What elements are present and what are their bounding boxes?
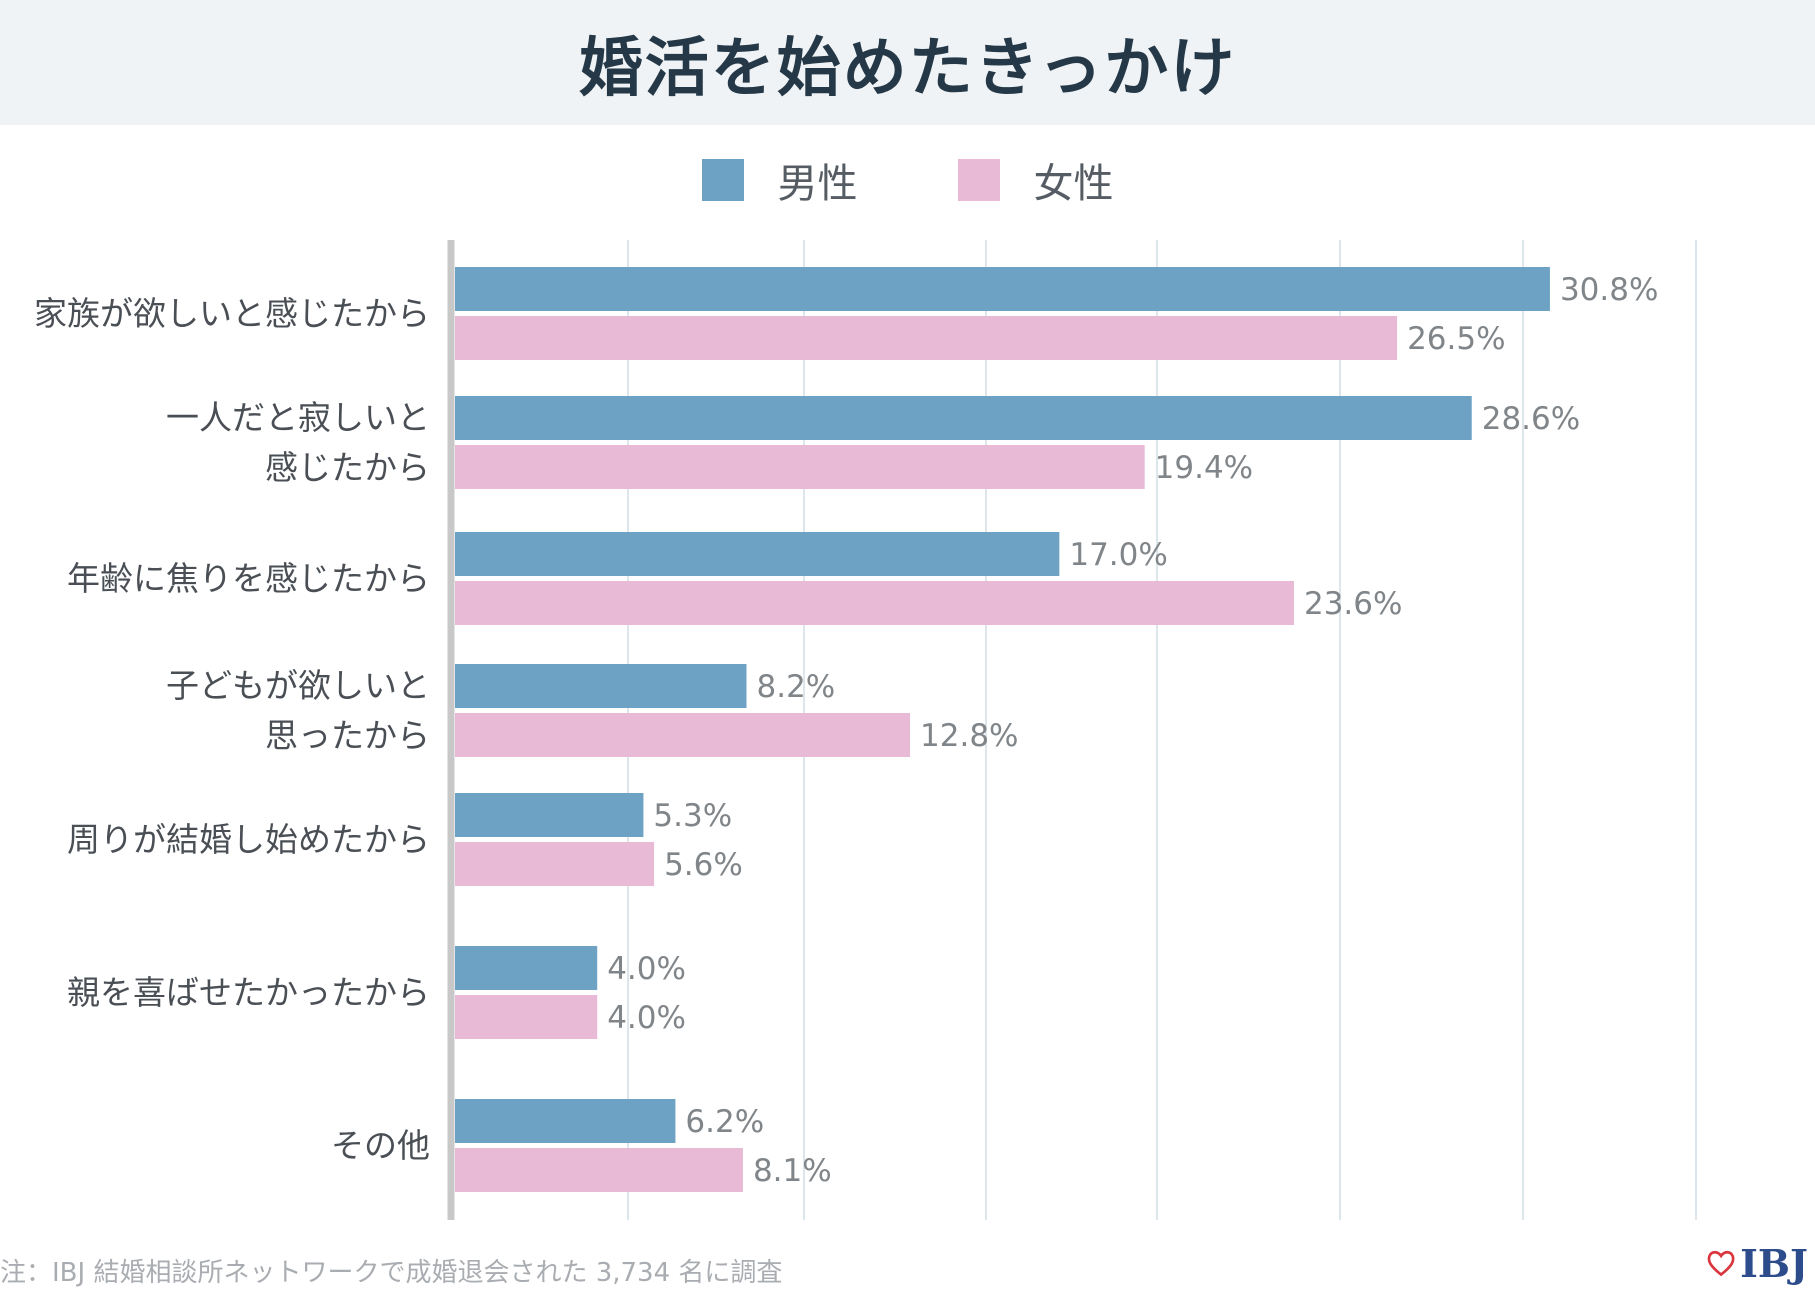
data-label: 28.6% [1482, 401, 1580, 437]
category-label: 思ったから [265, 716, 430, 755]
data-label: 30.8% [1560, 272, 1658, 308]
data-label: 6.2% [685, 1104, 764, 1140]
data-label: 26.5% [1407, 321, 1505, 357]
ibj-logo: IBJ [1706, 1238, 1808, 1288]
data-label: 19.4% [1155, 450, 1253, 486]
data-label: 12.8% [920, 718, 1018, 754]
data-label: 8.2% [757, 669, 836, 705]
category-label: 家族が欲しいと感じたから [34, 294, 430, 333]
bar-female [455, 445, 1145, 489]
legend-swatch-female [957, 159, 1000, 201]
bar-male [455, 532, 1060, 576]
bar-male [455, 1099, 676, 1143]
bar-male [455, 396, 1472, 440]
bar-male [455, 267, 1550, 311]
data-label: 8.1% [753, 1153, 832, 1189]
bar-female [455, 995, 598, 1039]
legend-item-female: 女性 [957, 151, 1114, 209]
data-label: 23.6% [1304, 586, 1402, 622]
legend-label-female: 女性 [1033, 161, 1114, 207]
legend: 男性 女性 [0, 150, 1815, 210]
logo-text: IBJ [1740, 1240, 1808, 1286]
data-label: 5.3% [653, 798, 732, 834]
bar-male [455, 946, 598, 990]
data-label: 4.0% [607, 951, 686, 987]
legend-item-male: 男性 [701, 151, 858, 209]
heart-icon [1707, 1250, 1735, 1277]
chart-title: 婚活を始めたきっかけ [578, 31, 1237, 106]
bar-male [455, 793, 644, 837]
data-label: 5.6% [664, 847, 743, 883]
bar-male [455, 664, 747, 708]
legend-label-male: 男性 [777, 161, 858, 207]
category-label: 年齢に焦りを感じたから [67, 559, 430, 598]
category-label: その他 [331, 1126, 430, 1165]
data-label: 17.0% [1069, 537, 1167, 573]
category-label: 子どもが欲しいと [166, 666, 430, 705]
footnote: 注：IBJ 結婚相談所ネットワークで成婚退会された 3,734 名に調査 [0, 1258, 783, 1288]
bar-female [455, 316, 1398, 360]
category-label: 周りが結婚し始めたから [67, 820, 430, 859]
bar-female [455, 842, 655, 886]
category-label: 親を喜ばせたかったから [67, 973, 430, 1012]
category-label: 一人だと寂しいと [166, 398, 430, 437]
legend-swatch-male [701, 159, 744, 201]
data-label: 4.0% [607, 1000, 686, 1036]
bar-female [455, 713, 911, 757]
bar-female [455, 581, 1294, 625]
title-bar: 婚活を始めたきっかけ [0, 0, 1815, 125]
bar-female [455, 1148, 743, 1192]
category-label: 感じたから [265, 448, 430, 487]
